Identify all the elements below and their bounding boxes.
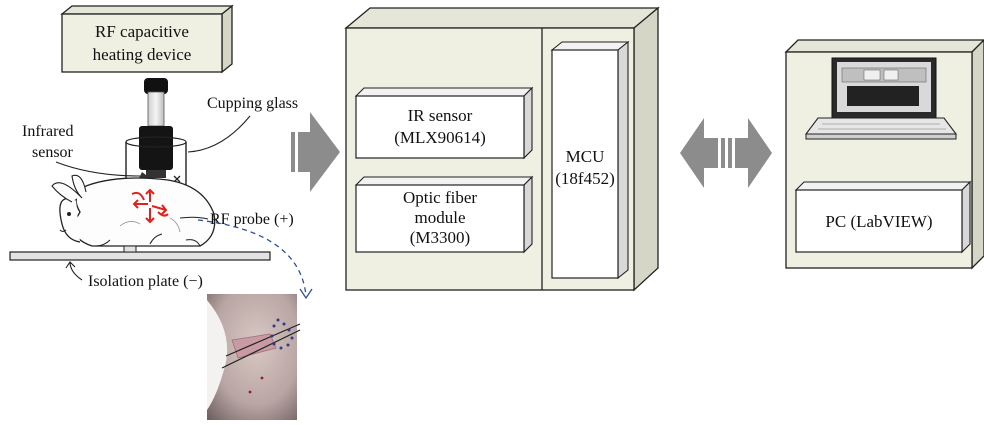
- probe-to-photo-link: [197, 219, 307, 297]
- ir-sensor-label-line2: (MLX90614): [394, 128, 486, 147]
- pc-labview-box: [794, 180, 972, 254]
- rf-probe-label: RF probe (+): [210, 211, 294, 228]
- optic-fiber-label-line1: Optic fiber: [403, 188, 477, 207]
- laptop-icon: [804, 57, 958, 140]
- optic-fiber-box: [354, 175, 534, 254]
- cupping-glass-pointer: [187, 115, 251, 153]
- cupping-glass-label: Cupping glass: [207, 95, 298, 112]
- infrared-label-line2: sensor: [32, 144, 74, 161]
- mcu-label-line2: (18f452): [555, 169, 614, 188]
- pc-label: PC (LabVIEW): [825, 212, 932, 231]
- infrared-pointer: [55, 161, 141, 177]
- rabbit-icon: [51, 174, 216, 247]
- probe-shaft: [139, 78, 173, 178]
- isolation-plate-icon: [9, 245, 271, 261]
- optic-fiber-label-line3: (M3300): [410, 228, 470, 247]
- isolation-plate-label: Isolation plate (−): [88, 273, 203, 290]
- ir-sensor-label-line1: IR sensor: [408, 106, 473, 125]
- mcu-label-line1: MCU: [566, 147, 605, 166]
- heat-flow-icon: [131, 188, 169, 224]
- double-arrow-icon: [680, 118, 772, 188]
- ir-sensor-box: [354, 86, 534, 160]
- isolation-pointer: [65, 261, 83, 281]
- infrared-label-line1: Infrared: [22, 123, 74, 140]
- heater-box-icon: [60, 4, 234, 74]
- mcu-box: [550, 40, 630, 280]
- heater-label-line2: heating device: [93, 45, 192, 64]
- optic-fiber-label-line2: module: [415, 208, 466, 227]
- heater-label-line1: RF capacitive: [95, 22, 189, 41]
- right-arrow-icon: [288, 112, 340, 192]
- rf-probe-pointer: [179, 216, 209, 220]
- tissue-photo-icon: [207, 294, 301, 420]
